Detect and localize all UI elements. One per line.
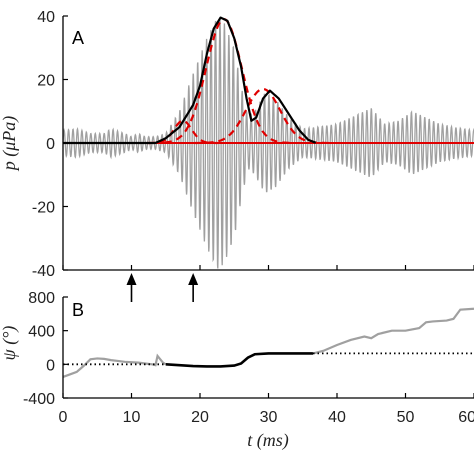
- x-tick-label: 20: [191, 409, 209, 426]
- envelope-series: [62, 16, 317, 145]
- x-tick-label: 60: [458, 409, 474, 426]
- panel-label-b: B: [72, 300, 84, 320]
- y-tick-label-a: -40: [32, 263, 55, 280]
- event-arrow-head-1: [126, 273, 137, 285]
- y-tick-label-b: 800: [28, 290, 55, 307]
- phase-line-gray-3: [312, 307, 474, 355]
- y-tick-label-a: -20: [32, 200, 55, 217]
- y-tick-label-a: 0: [46, 136, 55, 153]
- envelope-line: [62, 16, 317, 145]
- y-axis-title-a: p (μPa): [0, 116, 20, 173]
- panel-a-axes: -40 -20 0 20 40: [32, 9, 474, 280]
- y-tick-label-b: 400: [28, 324, 55, 341]
- x-tick-label: 0: [59, 409, 68, 426]
- event-arrow-head-2: [188, 273, 199, 285]
- y-tick-label-b: -400: [23, 391, 55, 408]
- panel-label-a: A: [72, 28, 84, 48]
- raw-signal-series: [62, 18, 474, 269]
- x-axis-title: t (ms): [247, 430, 289, 451]
- x-tick-label: 30: [260, 409, 278, 426]
- y-tick-label-a: 20: [37, 73, 55, 90]
- phase-series: [62, 307, 474, 378]
- x-tick-label: 10: [123, 409, 141, 426]
- event-arrows: [126, 273, 199, 302]
- component-curve-1: [147, 119, 218, 145]
- y-tick-label-b: 0: [46, 357, 55, 374]
- raw-signal-line: [62, 18, 474, 269]
- panel-a: -40 -20 0 20 40 A p (μPa): [0, 9, 474, 280]
- y-axis-title-b: ψ (°): [0, 326, 20, 361]
- x-tick-label: 50: [397, 409, 415, 426]
- phase-line-black-2: [165, 352, 314, 368]
- x-tick-label: 40: [328, 409, 346, 426]
- phase-line-gray-1: [62, 353, 167, 378]
- y-tick-label-a: 40: [37, 9, 55, 26]
